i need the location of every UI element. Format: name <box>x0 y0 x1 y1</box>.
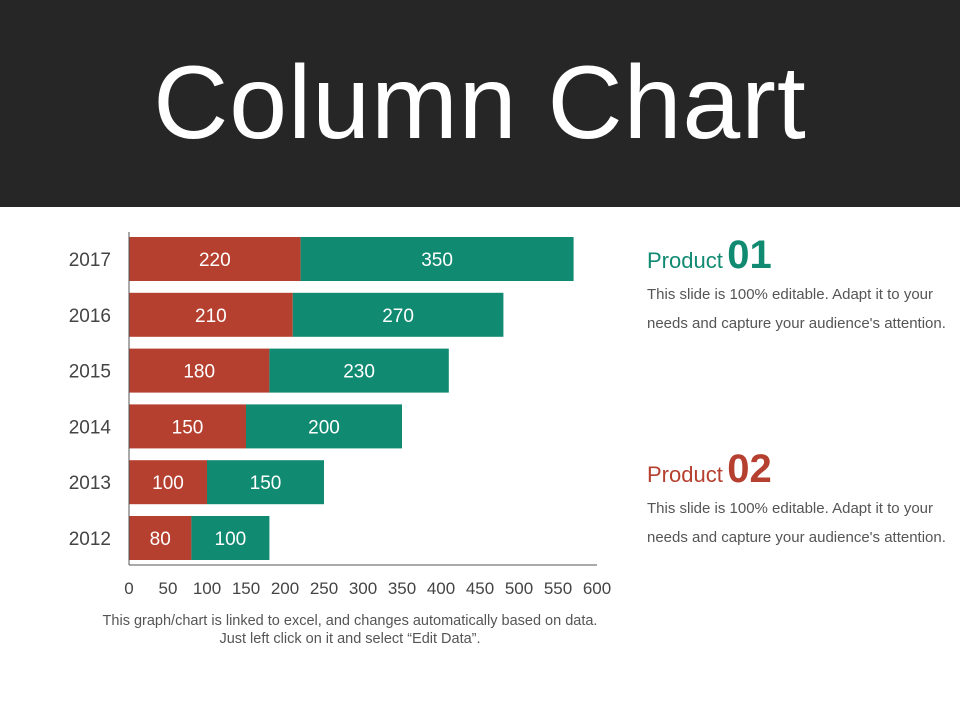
slide-title: Column Chart <box>153 45 807 161</box>
x-tick-label-50: 50 <box>159 579 178 598</box>
bar-2014-series-1[interactable] <box>129 404 246 449</box>
x-tick-label-300: 300 <box>349 579 377 598</box>
bar-2015-series-2[interactable] <box>269 348 449 393</box>
product-02-description: This slide is 100% editable. Adapt it to… <box>647 500 946 546</box>
data-label-2017-series-2: 350 <box>421 250 453 271</box>
x-tick-label-0: 0 <box>124 579 133 598</box>
product-02-label: Product <box>647 462 723 487</box>
data-label-2016-series-2: 270 <box>382 306 414 327</box>
x-tick-label-400: 400 <box>427 579 455 598</box>
x-tick-label-550: 550 <box>544 579 572 598</box>
x-tick-label-250: 250 <box>310 579 338 598</box>
title-bar: Column Chart <box>0 0 960 207</box>
bar-2013-series-1[interactable] <box>129 460 207 505</box>
data-label-2012-series-2: 100 <box>215 529 247 550</box>
category-label-2016: 2016 <box>69 306 111 327</box>
category-label-2017: 2017 <box>69 250 111 271</box>
product-01-number: 01 <box>727 233 772 277</box>
product-01-label: Product <box>647 248 723 273</box>
bar-2014-series-2[interactable] <box>246 404 402 449</box>
product-01-block: Product 01 This slide is 100% editable. … <box>647 233 947 338</box>
bar-2012-series-1[interactable] <box>129 516 192 560</box>
category-label-2014: 2014 <box>69 417 112 438</box>
data-label-2014-series-2: 200 <box>308 417 340 438</box>
category-label-2012: 2012 <box>69 529 111 550</box>
data-label-2013-series-1: 100 <box>152 473 184 494</box>
data-label-2012-series-1: 80 <box>150 529 171 550</box>
x-tick-label-100: 100 <box>193 579 221 598</box>
bar-2015-series-1[interactable] <box>129 348 270 393</box>
data-label-2013-series-2: 150 <box>250 473 282 494</box>
data-label-2015-series-2: 230 <box>343 362 375 383</box>
product-02-number: 02 <box>727 447 772 491</box>
bar-2017-series-1[interactable] <box>129 237 301 281</box>
bar-2017-series-2[interactable] <box>300 237 574 281</box>
x-tick-label-450: 450 <box>466 579 494 598</box>
data-label-2014-series-1: 150 <box>172 417 204 438</box>
x-tick-label-500: 500 <box>505 579 533 598</box>
x-tick-label-200: 200 <box>271 579 299 598</box>
x-tick-label-150: 150 <box>232 579 260 598</box>
product-01-heading: Product 01 <box>647 233 947 277</box>
product-02-heading: Product 02 <box>647 447 947 491</box>
data-label-2015-series-1: 180 <box>183 362 215 383</box>
product-01-description: This slide is 100% editable. Adapt it to… <box>647 286 946 332</box>
category-label-2015: 2015 <box>69 362 111 383</box>
chart-note: This graph/chart is linked to excel, and… <box>102 613 598 647</box>
category-label-2013: 2013 <box>69 473 111 494</box>
product-02-block: Product 02 This slide is 100% editable. … <box>647 447 947 552</box>
bar-2016-series-2[interactable] <box>292 292 504 337</box>
bar-chart[interactable]: 220 350 2017 210 270 2016 180 230 2015 150 200 2014… <box>0 207 640 607</box>
bar-2013-series-2[interactable] <box>207 460 324 505</box>
x-tick-label-600: 600 <box>583 579 611 598</box>
data-label-2017-series-1: 220 <box>199 250 231 271</box>
bar-2012-series-2[interactable] <box>191 516 270 560</box>
x-tick-label-350: 350 <box>388 579 416 598</box>
data-label-2016-series-1: 210 <box>195 306 227 327</box>
bar-2016-series-1[interactable] <box>129 292 293 337</box>
